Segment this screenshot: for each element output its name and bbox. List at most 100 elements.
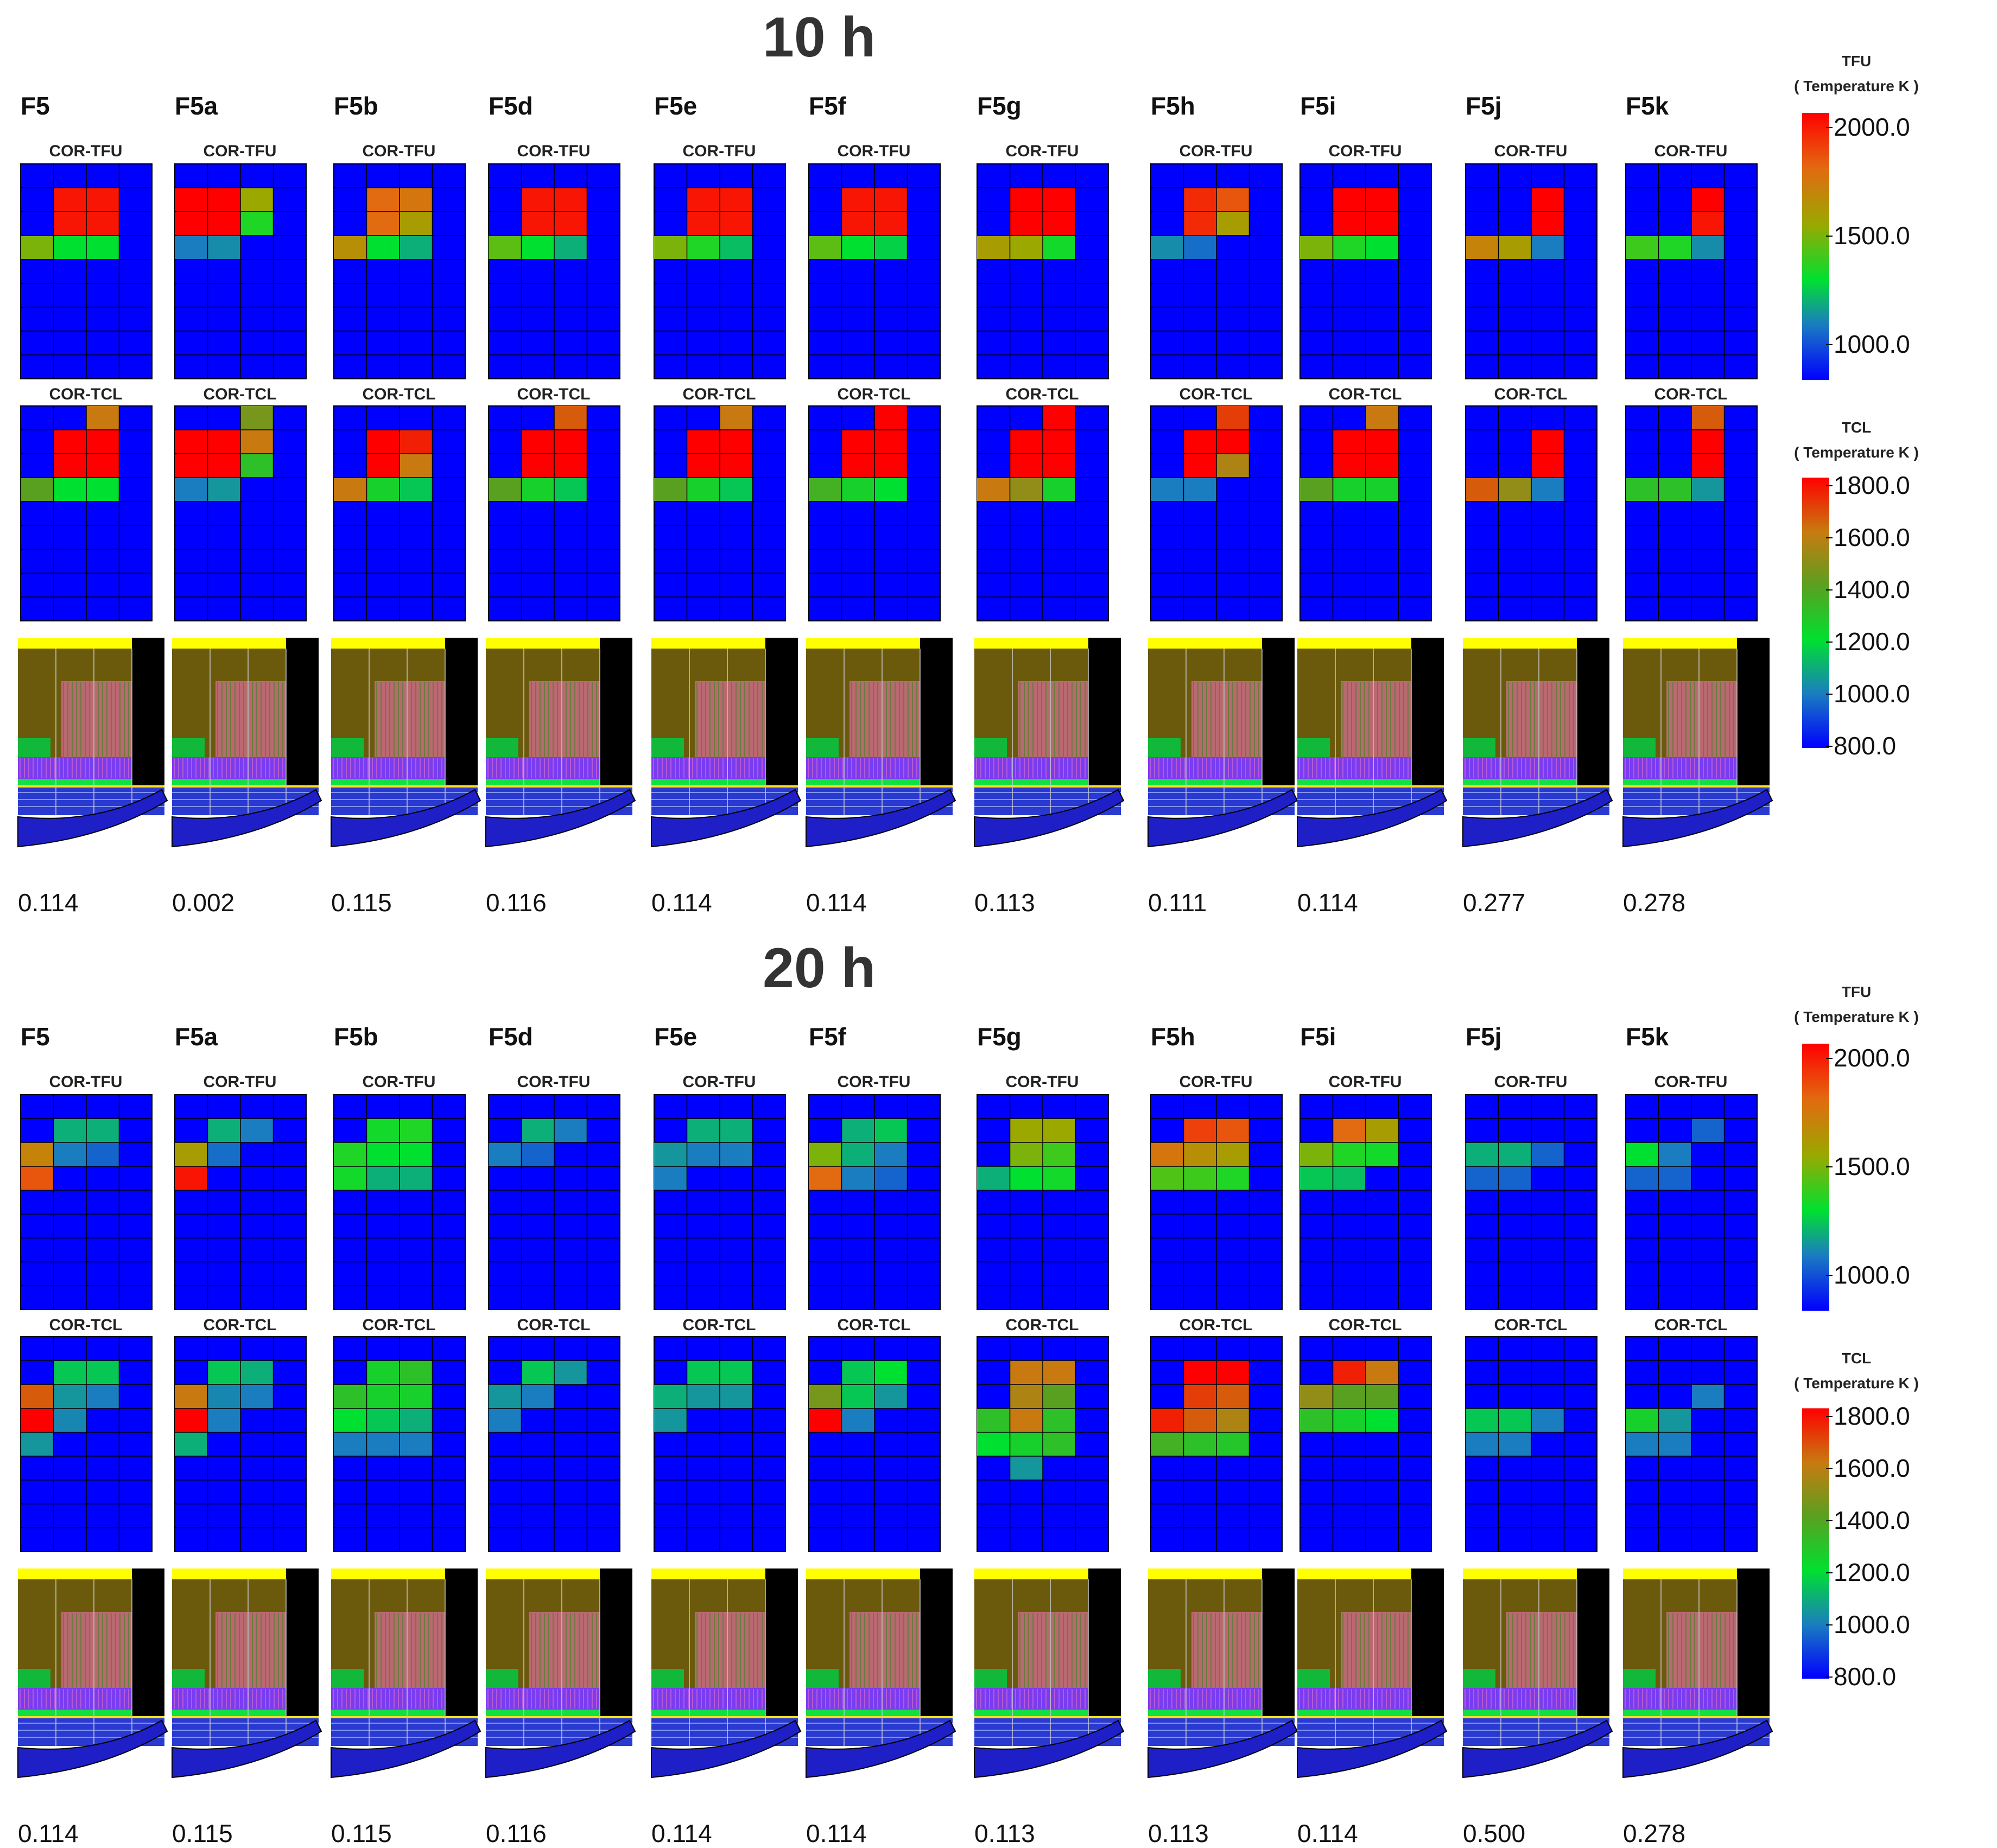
core-plate-region <box>1297 1688 1411 1710</box>
heat-cell <box>1626 236 1659 259</box>
case-value: 0.114 <box>1297 888 1358 917</box>
heat-cell <box>809 1166 842 1190</box>
tcl-panel-title: COR-TCL <box>49 1316 123 1334</box>
heat-cell <box>400 1119 433 1142</box>
core-plate-region <box>331 1688 445 1710</box>
heat-cell <box>1691 478 1725 501</box>
vessel-head <box>651 1719 802 1779</box>
heat-cell <box>53 1142 86 1166</box>
case-value: 0.278 <box>1623 888 1686 917</box>
support-band <box>172 1710 286 1716</box>
heat-cell <box>521 454 554 478</box>
heat-cell <box>554 212 587 236</box>
heat-cell <box>1366 1408 1399 1432</box>
legend-subtitle: ( Temperature K ) <box>1794 78 1919 94</box>
heat-cell <box>1010 430 1043 454</box>
heat-cell <box>1658 478 1691 501</box>
core-geometry-view <box>331 638 481 848</box>
heat-cell <box>86 1385 119 1408</box>
core-top-band <box>18 638 132 649</box>
heat-cell <box>1300 478 1333 501</box>
heat-cell <box>1626 1408 1659 1432</box>
heat-cell <box>1658 1166 1691 1190</box>
heat-cell <box>1300 1408 1333 1432</box>
legend-title: TFU <box>1841 53 1872 69</box>
heat-cell <box>175 430 208 454</box>
heat-cell <box>21 1385 54 1408</box>
heat-cell <box>1010 1166 1043 1190</box>
heat-cell <box>1010 212 1043 236</box>
heat-cell <box>977 236 1010 259</box>
colorbar <box>1802 1408 1829 1679</box>
heat-cell <box>400 454 433 478</box>
heat-cell <box>1333 1408 1366 1432</box>
heat-cell <box>874 236 908 259</box>
tcl-panel-title: COR-TCL <box>203 1316 277 1334</box>
heat-cell <box>1691 1385 1725 1408</box>
vessel-head <box>1462 789 1613 848</box>
heat-cell <box>1010 478 1043 501</box>
heat-cell <box>554 478 587 501</box>
heat-cell <box>521 236 554 259</box>
core-geometry-view <box>974 638 1125 848</box>
tfu-panel <box>1625 1094 1758 1310</box>
tfu-panel <box>488 1094 620 1310</box>
heat-cell <box>720 1142 753 1166</box>
tcl-panel <box>1150 1336 1283 1552</box>
vessel-head <box>1622 1719 1773 1779</box>
tfu-panel <box>1299 1094 1432 1310</box>
lower-plenum-edge <box>806 1716 953 1718</box>
vessel-head <box>17 789 168 848</box>
heat-cell <box>1333 1385 1366 1408</box>
heat-cell <box>1183 212 1216 236</box>
tfu-panel-title: COR-TFU <box>203 1073 277 1091</box>
heat-cell <box>366 188 400 212</box>
core-geometry-view <box>1148 1568 1298 1779</box>
legend-subtitle: ( Temperature K ) <box>1794 1008 1919 1025</box>
case-label: F5k <box>1626 92 1669 120</box>
tfu-panel <box>174 1094 307 1310</box>
heat-cell <box>366 454 400 478</box>
heat-cell <box>521 1361 554 1385</box>
heat-cell <box>175 1166 208 1190</box>
tcl-panel <box>1465 405 1597 621</box>
heat-cell <box>1333 1119 1366 1142</box>
heat-cell <box>53 212 86 236</box>
heat-cell <box>1151 1432 1184 1456</box>
case-label: F5g <box>977 1023 1022 1051</box>
core-geometry-view <box>331 1568 481 1779</box>
support-band <box>1463 1710 1577 1716</box>
vessel-head <box>172 1719 322 1779</box>
heat-cell <box>841 1385 874 1408</box>
heat-cell <box>175 212 208 236</box>
vessel-head <box>1148 789 1298 848</box>
heat-cell <box>1300 1385 1333 1408</box>
tcl-panel-title: COR-TCL <box>1494 1316 1568 1334</box>
tfu-panel-title: COR-TFU <box>837 142 911 160</box>
core-top-band <box>331 638 445 649</box>
heat-cell <box>489 1408 522 1432</box>
lower-plenum-edge <box>1463 1716 1609 1718</box>
heat-cell <box>1626 1432 1659 1456</box>
heat-cell <box>366 1385 400 1408</box>
core-plate-region <box>1623 1688 1737 1710</box>
heat-cell <box>21 1166 54 1190</box>
core-plate-region <box>974 757 1088 779</box>
heat-cell <box>1466 1142 1499 1166</box>
heat-cell <box>1151 1166 1184 1190</box>
heat-cell <box>1043 1142 1076 1166</box>
colorbar <box>1802 113 1829 380</box>
core-top-band <box>1463 1568 1577 1579</box>
colorbar-tick: 1200.0 <box>1834 627 1910 656</box>
support-band <box>1148 779 1262 785</box>
case-value: 0.278 <box>1623 1819 1686 1847</box>
tfu-panel-title: COR-TFU <box>362 142 436 160</box>
heat-cell <box>240 212 274 236</box>
case-value: 0.114 <box>18 888 79 917</box>
lower-plenum-edge <box>651 1716 798 1718</box>
heat-cell <box>53 1119 86 1142</box>
tfu-panel <box>977 1094 1109 1310</box>
tfu-panel <box>1465 163 1597 379</box>
heat-cell <box>489 1385 522 1408</box>
heat-cell <box>1531 1142 1564 1166</box>
